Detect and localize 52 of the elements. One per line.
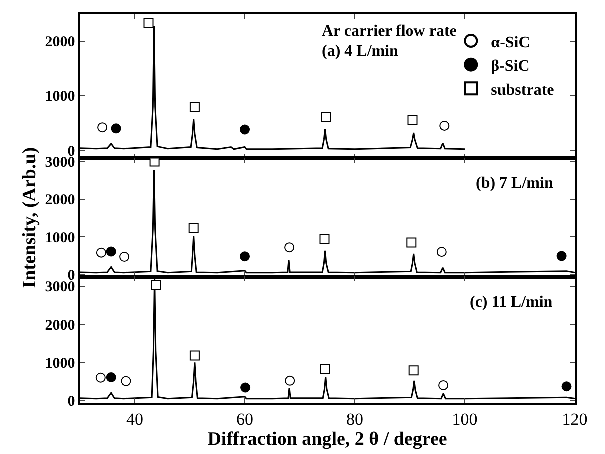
x-tick-label: 120 bbox=[562, 410, 588, 430]
y-tick-label: 2000 bbox=[45, 318, 76, 334]
point bbox=[408, 115, 418, 126]
point bbox=[98, 122, 108, 133]
y-axis-title: Intensity, (Arb.u) bbox=[20, 147, 41, 288]
legend-label: α-SiC bbox=[491, 34, 530, 52]
point bbox=[438, 380, 449, 390]
point bbox=[284, 242, 295, 253]
y-tick-label: 0 bbox=[68, 394, 76, 410]
point bbox=[556, 251, 567, 262]
y-tick-label: 1000 bbox=[45, 356, 76, 372]
point bbox=[240, 252, 250, 262]
y-tick-label: 1000 bbox=[45, 89, 76, 106]
point bbox=[106, 246, 116, 257]
x-tick-label: 100 bbox=[452, 410, 478, 430]
point bbox=[240, 124, 250, 135]
point bbox=[440, 120, 450, 131]
point bbox=[320, 364, 330, 374]
point bbox=[144, 18, 154, 28]
point bbox=[96, 372, 106, 383]
point bbox=[106, 372, 116, 382]
x-tick-label: 80 bbox=[346, 410, 364, 430]
point bbox=[120, 252, 130, 262]
point bbox=[150, 158, 160, 167]
point bbox=[121, 376, 132, 386]
x-tick-label: 60 bbox=[236, 410, 254, 430]
point bbox=[408, 366, 419, 376]
x-axis-title: Diffraction angle, 2 θ / degree bbox=[208, 429, 448, 450]
y-tick-label: 1000 bbox=[45, 230, 76, 246]
point bbox=[190, 102, 200, 112]
y-tick-label: 2000 bbox=[45, 34, 76, 51]
point bbox=[406, 238, 417, 248]
y-tick-label: 2000 bbox=[45, 192, 76, 209]
point bbox=[240, 382, 251, 393]
point bbox=[321, 112, 332, 122]
legend-label: β-SiC bbox=[491, 58, 530, 76]
y-tick-label: 3000 bbox=[45, 280, 76, 296]
point bbox=[285, 376, 296, 386]
point bbox=[436, 247, 447, 258]
annotation: (a) 4 L/min bbox=[322, 43, 399, 60]
x-tick-label: 40 bbox=[126, 410, 144, 430]
point bbox=[111, 124, 122, 134]
annotation: (c) 11 L/min bbox=[470, 294, 553, 311]
point bbox=[151, 280, 162, 290]
annotation: Ar carrier flow rate bbox=[322, 23, 457, 40]
point bbox=[320, 234, 330, 244]
point bbox=[188, 223, 199, 234]
point bbox=[96, 248, 106, 258]
annotation: (b) 7 L/min bbox=[476, 175, 554, 192]
legend-label: substrate bbox=[491, 82, 554, 99]
point bbox=[562, 382, 572, 392]
point bbox=[190, 350, 200, 361]
